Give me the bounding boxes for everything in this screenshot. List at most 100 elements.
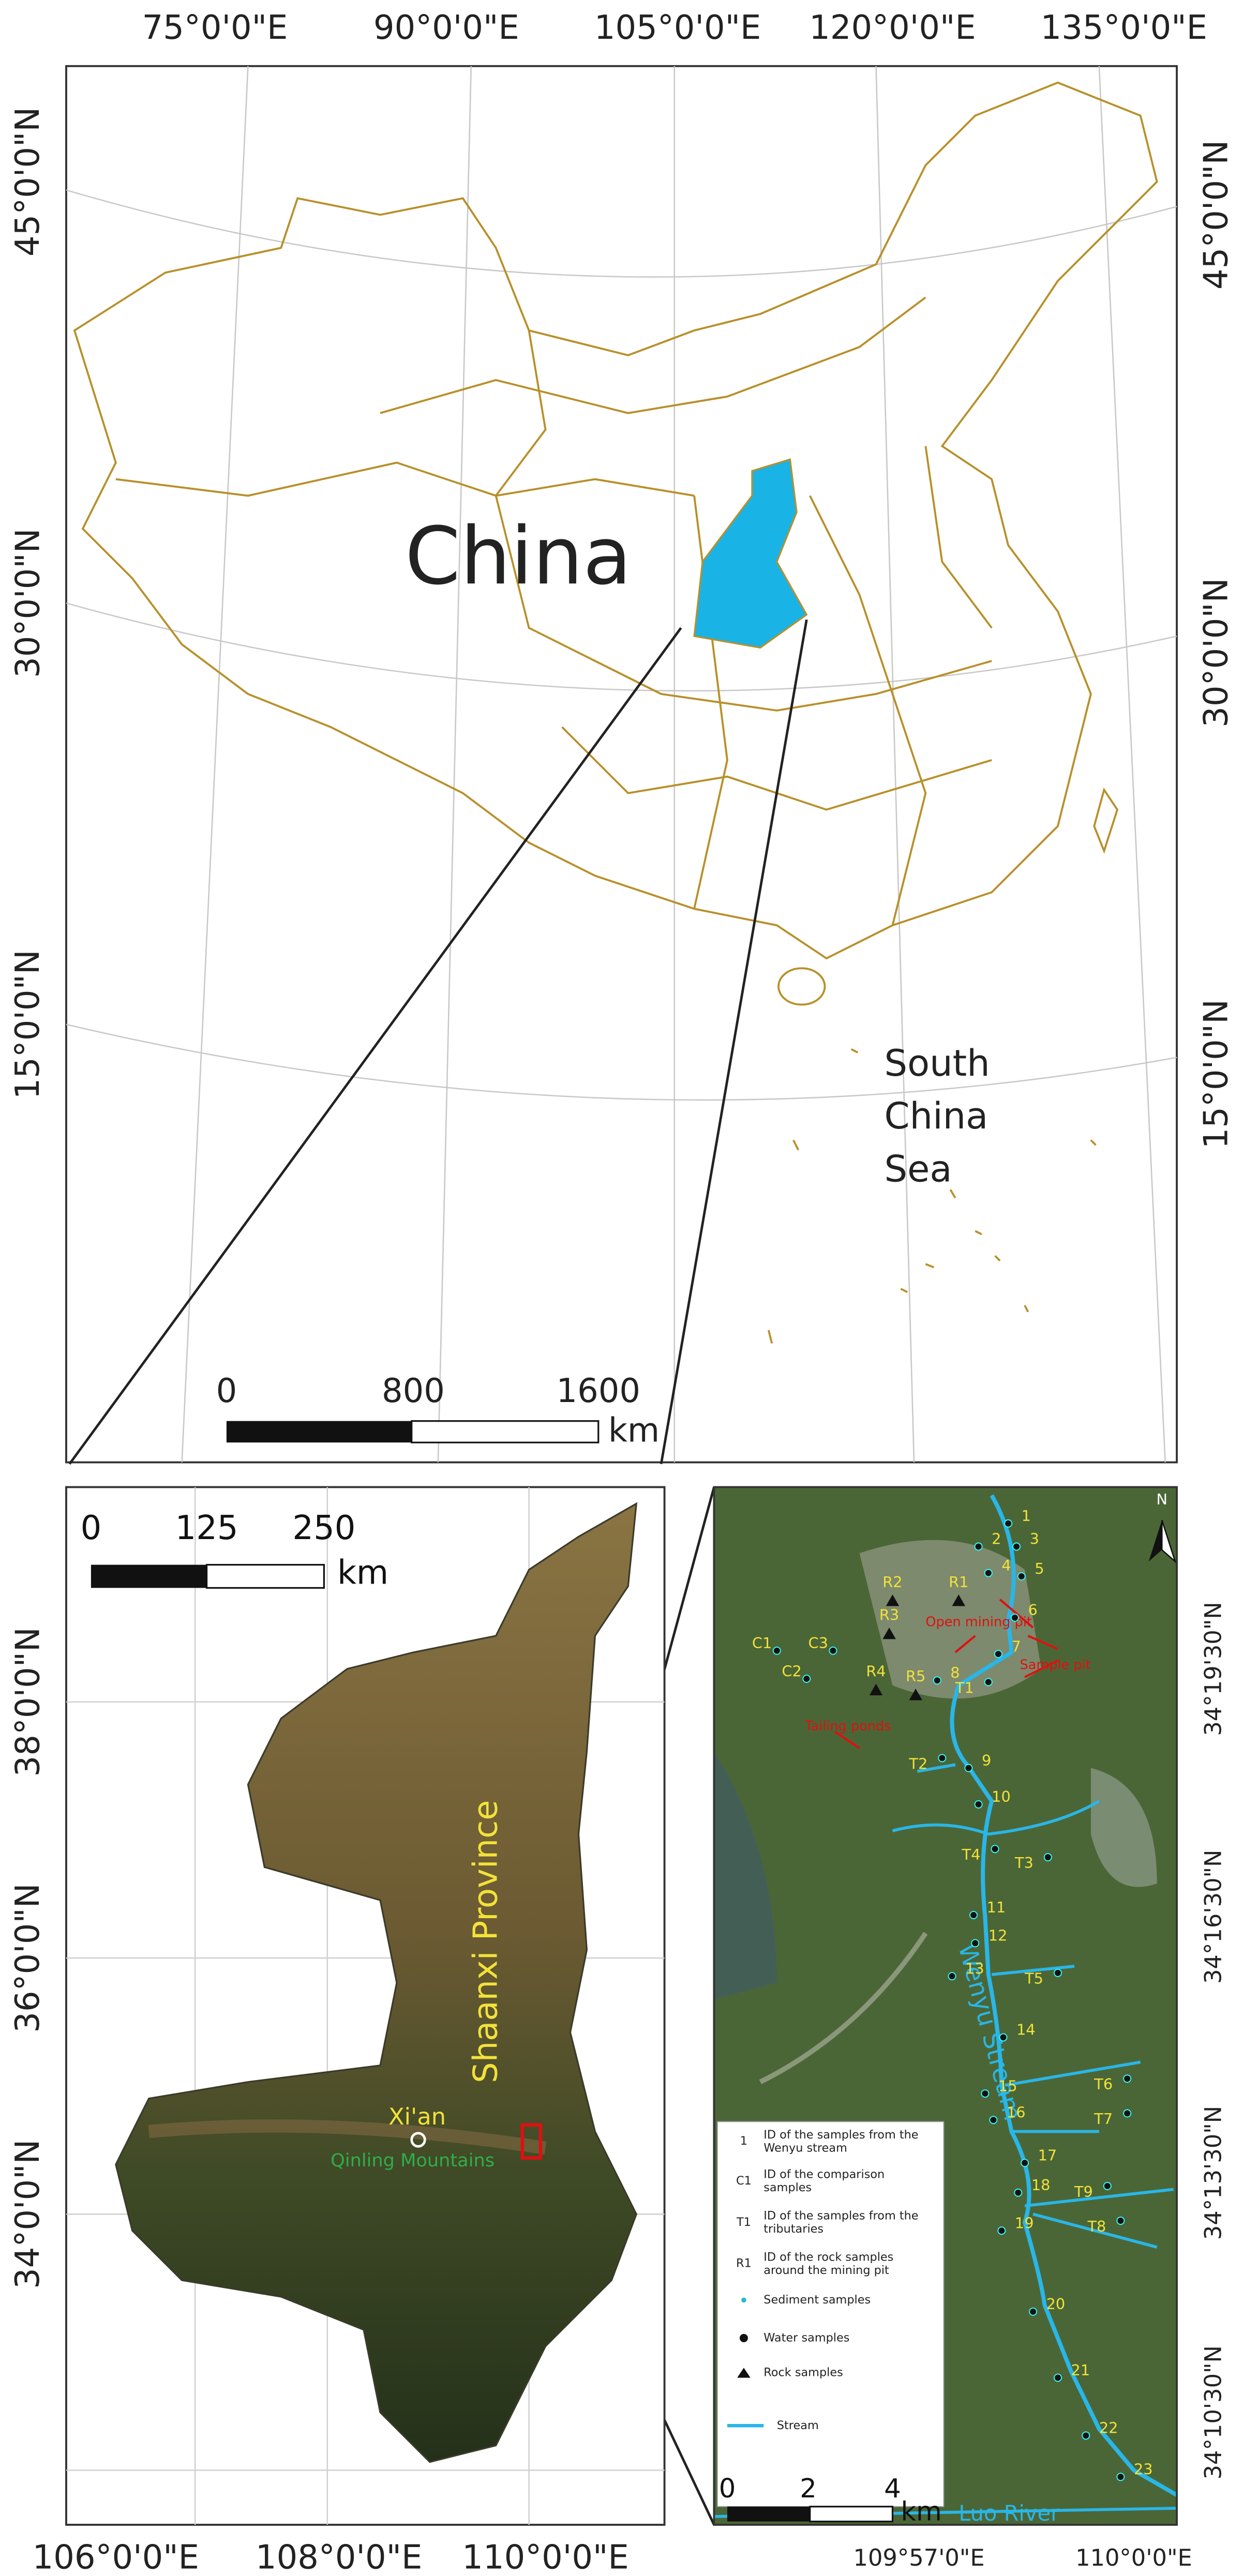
sample-id: T9 xyxy=(1074,2183,1093,2201)
sample-marker xyxy=(989,2116,998,2125)
frame xyxy=(713,1486,1178,2526)
annotation: Tailing ponds xyxy=(804,1719,891,1734)
frame xyxy=(65,65,1178,1464)
sample-marker xyxy=(997,2226,1006,2235)
scale-label: 0 xyxy=(216,1372,237,1410)
sample-id: 10 xyxy=(992,1788,1011,1805)
sample-id: 17 xyxy=(1038,2146,1057,2164)
sample-id: 9 xyxy=(982,1752,991,1769)
north-label: N xyxy=(1157,1490,1168,1508)
sample-id: R5 xyxy=(906,1667,925,1685)
sample-id: T7 xyxy=(1094,2110,1113,2128)
sample-id: C1 xyxy=(752,1634,772,1652)
sample-id: 11 xyxy=(987,1899,1006,1916)
sample-marker xyxy=(974,1800,983,1809)
scale-label: 2 xyxy=(800,2474,817,2504)
annotation: Sample pit xyxy=(1020,1658,1090,1673)
sample-id: T8 xyxy=(1087,2218,1106,2235)
study-map: N Wenyu Stream Luo River xyxy=(713,1486,1178,2526)
sample-id: T6 xyxy=(1094,2075,1113,2093)
sample-id: R4 xyxy=(866,1662,886,1680)
rock-sample-marker xyxy=(886,1594,900,1606)
sample-id: 22 xyxy=(1099,2419,1118,2437)
sample-marker xyxy=(1103,2181,1112,2190)
scale-bar xyxy=(91,1564,325,1589)
sample-id: C3 xyxy=(808,1634,828,1652)
longitude-label: 75°0'0"E xyxy=(142,9,288,47)
shaanxi-highlight xyxy=(693,458,808,649)
latitude-label: 45°0'0"N xyxy=(9,107,47,257)
province-shape xyxy=(115,1502,638,2463)
rock-sample-marker xyxy=(909,1689,922,1700)
province-map: Shaanxi Province Xi'an Qinling Mountains xyxy=(65,1486,666,2526)
sample-marker xyxy=(948,1972,956,1981)
city-label: Xi'an xyxy=(388,2103,446,2130)
sample-marker xyxy=(974,1542,983,1551)
sample-marker xyxy=(971,1939,980,1948)
sample-id: 19 xyxy=(1015,2214,1034,2232)
sample-id: 8 xyxy=(950,1664,960,1682)
sample-marker xyxy=(969,1911,978,1919)
sample-id: R2 xyxy=(882,1573,902,1591)
sea-label: China xyxy=(885,1095,989,1137)
sample-id: 7 xyxy=(1012,1637,1021,1655)
sample-marker xyxy=(1012,1542,1021,1551)
scale-label: 125 xyxy=(175,1509,238,1547)
city-marker xyxy=(410,2132,426,2148)
longitude-label: 105°0'0"E xyxy=(594,9,761,47)
tributaries xyxy=(714,1763,1177,2518)
river-label: Luo River xyxy=(959,2500,1060,2526)
sample-id: 16 xyxy=(1007,2103,1026,2121)
longitude-label: 135°0'0"E xyxy=(1041,9,1207,47)
latitude-label: 36°0'0"N xyxy=(9,1883,47,2032)
sample-marker xyxy=(1043,1853,1052,1862)
sample-marker xyxy=(1053,2373,1062,2382)
legend-text: ID of the samples from the tributaries xyxy=(763,2209,918,2236)
latitude-label: 34°10'30"N xyxy=(1200,2345,1227,2479)
scale-label: 4 xyxy=(884,2474,901,2504)
sample-marker xyxy=(981,2089,990,2098)
latitude-label: 15°0'0"N xyxy=(1197,999,1235,1149)
sample-id: 12 xyxy=(989,1927,1008,1945)
sample-id: T3 xyxy=(1014,1854,1034,1872)
sample-marker xyxy=(1010,1613,1019,1622)
legend-text: Stream xyxy=(777,2419,819,2432)
sample-marker xyxy=(1004,1519,1013,1528)
mountain-label: Qinling Mountains xyxy=(331,2150,495,2171)
sample-id: R1 xyxy=(949,1573,968,1591)
rock-sample-marker xyxy=(882,1628,896,1639)
sea-label: South xyxy=(885,1042,990,1084)
sample-marker xyxy=(1116,2473,1125,2481)
legend-text: ID of the rock samples around the mining … xyxy=(763,2250,893,2277)
sample-id: 14 xyxy=(1016,2021,1036,2039)
sample-id: T4 xyxy=(962,1846,981,1863)
sample-marker xyxy=(1029,2307,1038,2316)
legend-text: ID of the samples from the Wenyu stream xyxy=(763,2128,918,2155)
sample-marker xyxy=(1123,2074,1132,2083)
sample-id: 13 xyxy=(965,1960,984,1977)
legend-text: Water samples xyxy=(763,2331,849,2344)
legend-symbol: 1 xyxy=(740,2134,747,2148)
sample-marker xyxy=(1017,1572,1026,1581)
legend-swatch xyxy=(741,2297,746,2303)
rock-sample-marker xyxy=(869,1683,883,1696)
sample-id: 5 xyxy=(1035,1560,1044,1577)
sample-marker xyxy=(1053,1968,1062,1977)
scale-label: 0 xyxy=(719,2474,736,2504)
country-label: China xyxy=(405,510,632,602)
latitude-label: 45°0'0"N xyxy=(1197,140,1235,290)
sample-id: 4 xyxy=(1001,1557,1011,1574)
legend-symbol: C1 xyxy=(736,2174,752,2188)
scale-bar xyxy=(727,2506,894,2523)
sea-label: Sea xyxy=(885,1148,952,1190)
study-area-box xyxy=(520,2123,543,2160)
scale-label: 0 xyxy=(81,1509,102,1547)
latitude-label: 15°0'0"N xyxy=(9,950,47,1099)
sample-marker xyxy=(772,1646,781,1655)
rock-sample-marker xyxy=(952,1594,966,1606)
sample-id: 6 xyxy=(1028,1601,1037,1619)
legend-text: ID of the comparison samples xyxy=(763,2167,885,2194)
latitude-label: 34°13'30"N xyxy=(1200,2106,1227,2240)
sample-id: 1 xyxy=(1022,1507,1031,1525)
latitude-label: 38°0'0"N xyxy=(9,1627,47,1776)
